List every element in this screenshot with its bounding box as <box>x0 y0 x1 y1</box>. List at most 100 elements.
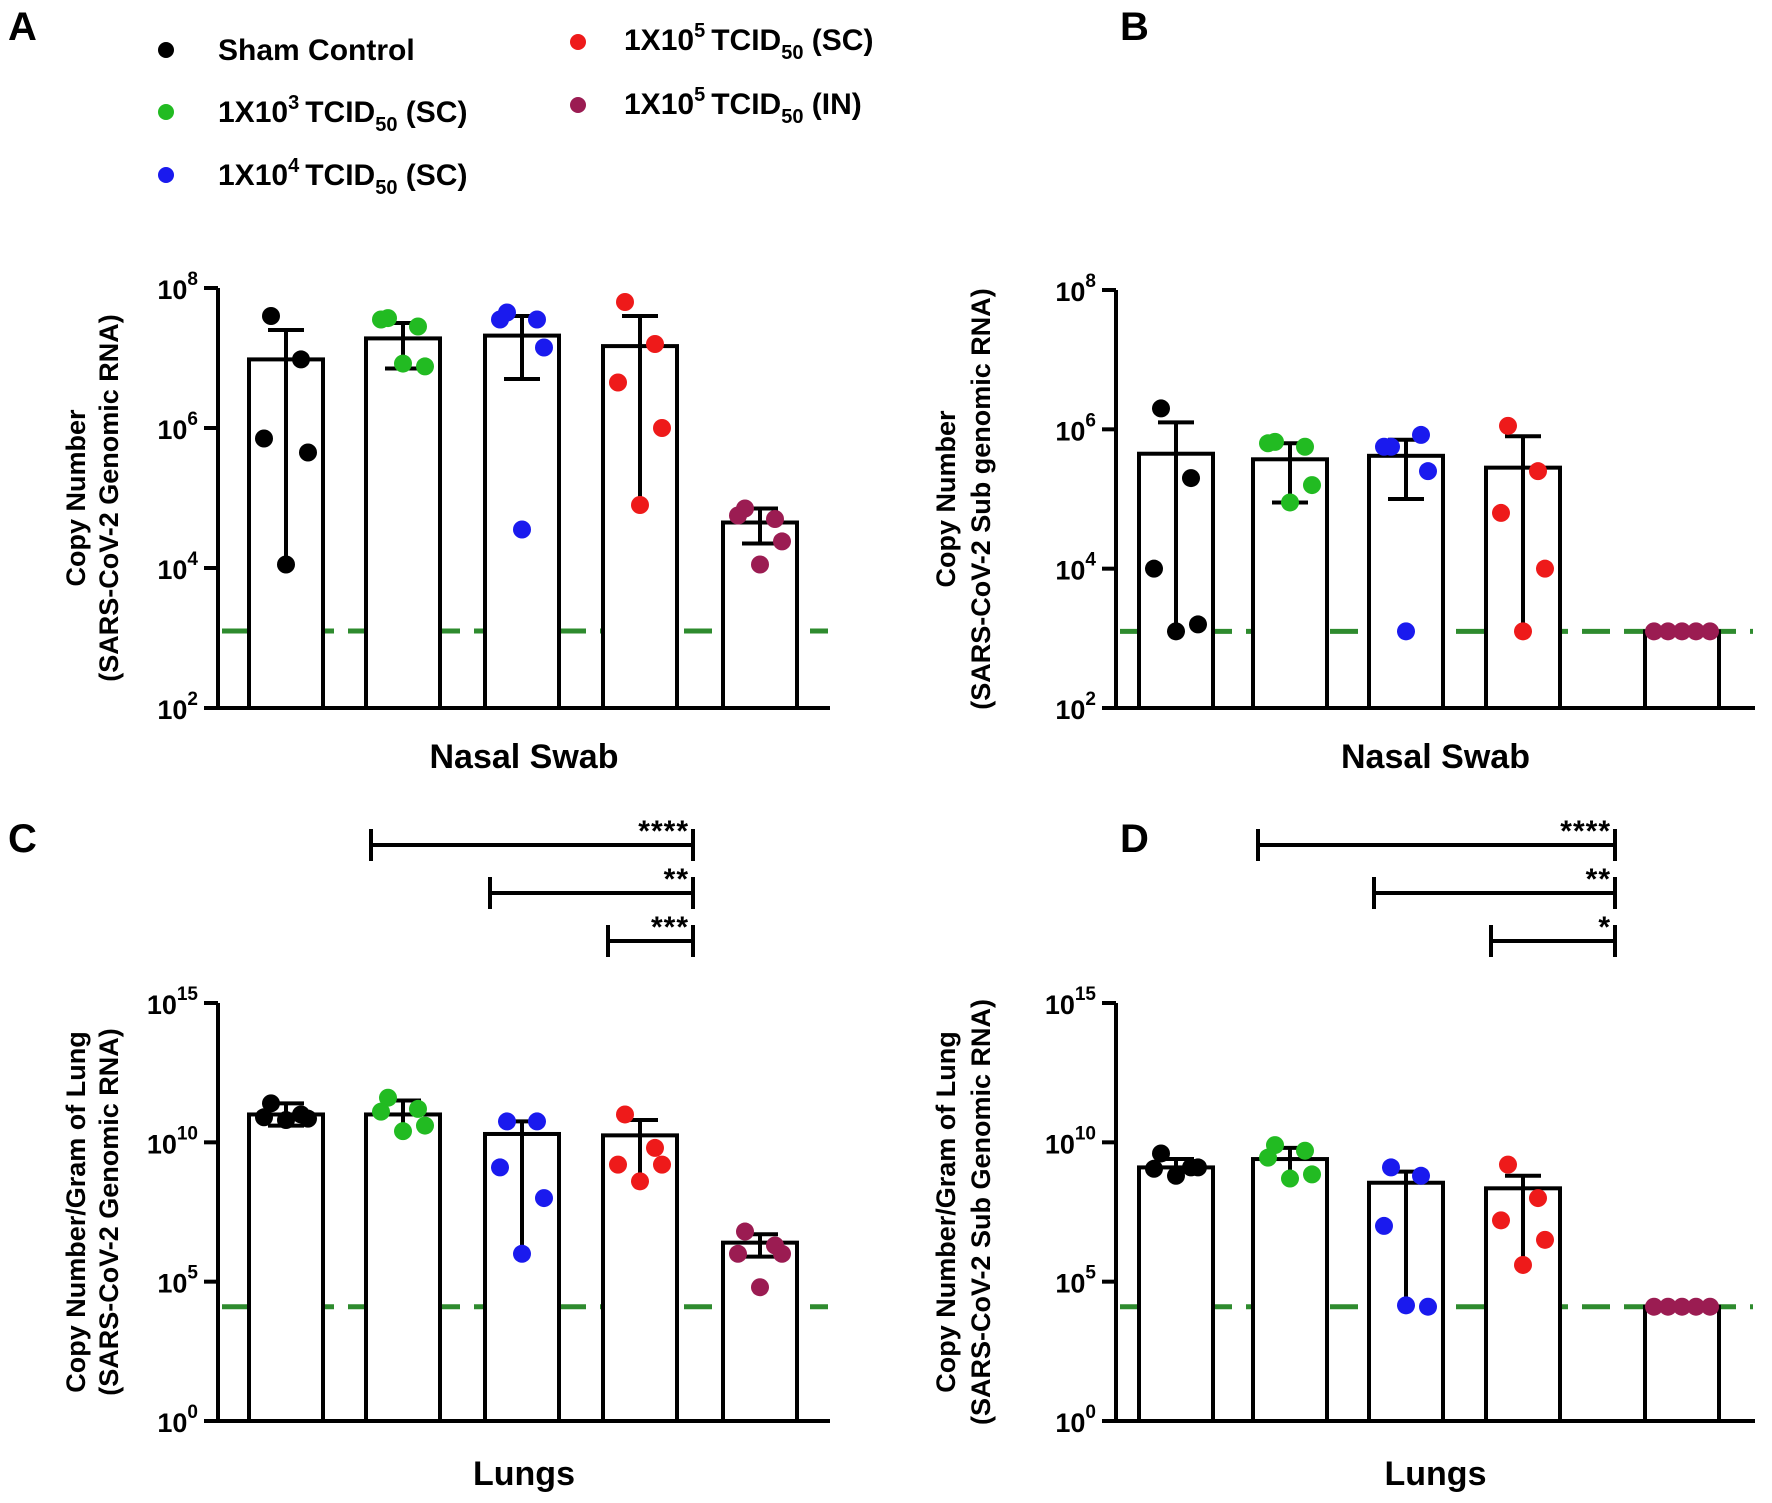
panel-b-y-tick-label-base-6: 10 <box>1055 416 1085 446</box>
panel-d-point-sc4-4 <box>1419 1297 1437 1316</box>
panel-a-point-sc4-4 <box>535 338 553 357</box>
panel-d-point-sc4-3 <box>1375 1216 1393 1235</box>
panel-d-point-sc4-5 <box>1397 1296 1415 1315</box>
panel-c-y-tick-label-5: 105 <box>157 1263 198 1299</box>
panel-d-x-label: Lungs <box>1385 1455 1487 1493</box>
panel-d-sig-stars-2: ** <box>1586 863 1611 896</box>
panel-d-y-tick-label-exp-10: 10 <box>1075 1123 1096 1144</box>
legend-sc3-route: (SC) <box>397 96 467 129</box>
panel-d-point-sc5-3 <box>1492 1211 1510 1230</box>
panel-a-y-tick-label-6: 106 <box>157 409 198 445</box>
panel-a-y-tick-label-8: 108 <box>157 269 198 305</box>
panel-label-c: C <box>8 817 37 861</box>
panel-c-point-in5-4 <box>773 1244 791 1263</box>
panel-d-y-tick-label-base-0: 10 <box>1055 1408 1085 1438</box>
panel-a-point-in5-3 <box>729 506 747 525</box>
panel-b-x-label: Nasal Swab <box>1341 738 1530 776</box>
legend-marker-sc3 <box>158 104 174 120</box>
panel-c-point-sc3-2 <box>409 1099 427 1118</box>
panel-c-point-sham-5 <box>277 1111 295 1130</box>
panel-a-point-sham-3 <box>255 429 273 448</box>
panel-c-point-sc3-5 <box>394 1122 412 1141</box>
panel-d-point-sc5-2 <box>1529 1189 1547 1208</box>
panel-c-point-sc3-4 <box>416 1116 434 1135</box>
panel-a-y-tick-label-base-4: 10 <box>157 555 187 585</box>
legend-sc4-route: (SC) <box>397 159 467 192</box>
panel-c-y-tick-label-10: 1010 <box>147 1123 198 1159</box>
panel-a-point-sc3-5 <box>394 354 412 373</box>
panel-d-sig-stars-3: * <box>1598 911 1611 944</box>
panel-a-point-sc4-5 <box>513 520 531 539</box>
panel-b-point-in5-1 <box>1645 622 1663 641</box>
panel-b-bar-in5 <box>1643 629 1721 710</box>
panel-c-point-sc5-4 <box>653 1155 671 1174</box>
panel-a-y-tick-label-base-8: 10 <box>157 275 187 305</box>
panel-c-y-tick-label-base-0: 10 <box>157 1408 187 1438</box>
panel-a-y-tick-label-exp-8: 8 <box>187 269 198 290</box>
panel-b-point-sc4-3 <box>1375 437 1393 456</box>
panel-d-point-sc3-3 <box>1259 1148 1277 1167</box>
legend-in5-exp: 5 <box>694 84 705 106</box>
panel-b-y-tick-label-base-8: 10 <box>1055 277 1085 307</box>
panel-c-bar-sc4 <box>483 1131 561 1424</box>
legend-sc5-sub: 50 <box>781 42 803 64</box>
panel-a-point-sham-4 <box>299 443 317 462</box>
panel-b-point-sc5-1 <box>1499 416 1517 435</box>
panel-a-point-sc5-1 <box>616 293 634 311</box>
panel-d-y-tick-label-base-5: 10 <box>1055 1269 1085 1299</box>
legend-marker-sc5 <box>570 34 586 50</box>
panel-b-y-tick-label-base-4: 10 <box>1055 556 1085 586</box>
legend-in5-route: (IN) <box>803 88 861 121</box>
panel-c-point-sham-4 <box>299 1109 317 1128</box>
panel-b-point-sham-3 <box>1145 559 1163 578</box>
panel-d-y-tick-label-exp-5: 5 <box>1085 1263 1096 1284</box>
panel-b-point-sham-1 <box>1152 399 1170 418</box>
panel-a-y-tick-label-exp-4: 4 <box>187 549 198 570</box>
legend-entry-sc4: 1X104 TCID50 (SC) <box>158 155 467 199</box>
panel-c-bar-in5 <box>721 1240 799 1423</box>
panel-c-sig-stars-3: *** <box>651 911 689 944</box>
panel-d-point-sham-5 <box>1167 1166 1185 1185</box>
panel-a-y-tick-label-2: 102 <box>157 689 198 725</box>
panel-c-y-tick-label-base-10: 10 <box>147 1129 177 1159</box>
panel-c-point-sc3-3 <box>372 1102 390 1121</box>
panel-a-y-tick-label-exp-2: 2 <box>187 689 198 710</box>
panel-b-y-label-line1: Copy Number <box>931 410 961 588</box>
panel-d-point-sc3-5 <box>1281 1169 1299 1188</box>
panel-c-sig-stars-2: ** <box>664 863 689 896</box>
panel-d-point-sc5-4 <box>1536 1230 1554 1249</box>
panel-b-point-sc3-4 <box>1303 476 1321 495</box>
legend-sc4-base: 1X10 <box>218 159 288 192</box>
panel-c-point-in5-1 <box>736 1222 754 1241</box>
panel-b-y-tick-label-exp-8: 8 <box>1085 271 1096 292</box>
panel-c-y-tick-label-exp-5: 5 <box>187 1263 198 1284</box>
panel-c-y-tick-label-15: 1015 <box>147 984 199 1020</box>
legend-sc5-tcid: TCID <box>711 24 781 57</box>
panel-d-y-tick-label-base-15: 10 <box>1045 990 1075 1020</box>
legend-entry-sc5: 1X105 TCID50 (SC) <box>570 20 873 64</box>
legend-sc5-route: (SC) <box>803 24 873 57</box>
panel-d-bar-in5 <box>1643 1304 1721 1424</box>
panel-b-y-tick-label-exp-4: 4 <box>1085 550 1096 571</box>
legend-sc5-base: 1X10 <box>624 24 694 57</box>
panel-d-y-tick-label-10: 1010 <box>1045 1123 1096 1159</box>
panel-c-x-label: Lungs <box>473 1455 575 1493</box>
legend-entry-in5: 1X105 TCID50 (IN) <box>570 84 862 128</box>
panel-d-point-sham-3 <box>1145 1159 1163 1178</box>
panel-a-point-sham-5 <box>277 555 295 574</box>
panel-d-point-sc5-5 <box>1514 1255 1532 1274</box>
legend: Sham Control 1X103 TCID50 (SC) 1X104 TCID5… <box>158 20 873 199</box>
panel-c-y-tick-label-exp-15: 15 <box>177 984 199 1005</box>
panel-d-point-sc4-1 <box>1382 1158 1400 1177</box>
legend-in5-tcid: TCID <box>711 88 781 121</box>
panel-c-point-sc5-3 <box>609 1155 627 1174</box>
legend-sc4-sub: 50 <box>375 177 397 199</box>
panel-c-y-label-line1: Copy Number/Gram of Lung <box>61 1031 91 1393</box>
panel-label-a: A <box>8 5 37 49</box>
panel-b-y-tick-label-8: 108 <box>1055 271 1096 307</box>
panel-c-y-tick-label-base-15: 10 <box>147 990 177 1020</box>
panel-a-point-sc5-5 <box>631 496 649 514</box>
panel-a-point-sc3-2 <box>409 317 427 336</box>
